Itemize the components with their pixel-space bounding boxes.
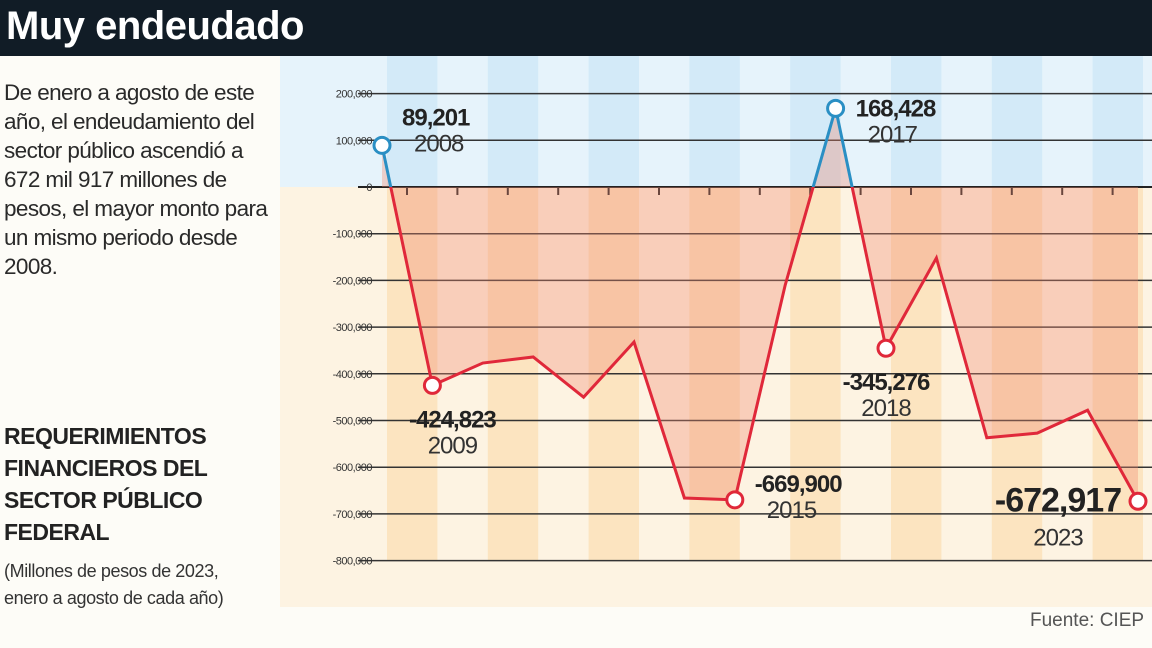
data-label-value: -669,900 xyxy=(755,471,842,498)
y-tick-label: -700,000 xyxy=(333,509,373,521)
background-band xyxy=(991,56,1043,187)
data-point-marker xyxy=(372,135,392,155)
data-label-year: 2018 xyxy=(861,395,911,422)
description: De enero a agosto de este año, el endeud… xyxy=(4,80,268,279)
data-point-marker xyxy=(876,338,896,358)
background-band xyxy=(487,56,539,187)
data-point-marker xyxy=(725,490,745,510)
data-point-marker xyxy=(1128,491,1148,511)
data-label-value: 89,201 xyxy=(402,104,470,131)
header-bar: Muy endeudado xyxy=(0,0,1152,56)
y-tick-label: -500,000 xyxy=(333,416,373,428)
data-label-value: 168,428 xyxy=(856,95,936,122)
y-tick-label: -200,000 xyxy=(333,275,373,287)
data-label-value: -424,823 xyxy=(409,406,496,433)
y-tick-label: 200,000 xyxy=(336,89,373,101)
y-tick-label: -600,000 xyxy=(333,462,373,474)
y-tick-label: -300,000 xyxy=(333,322,373,334)
data-label-year: 2015 xyxy=(767,497,817,524)
background-band xyxy=(1092,56,1143,187)
series-line-negative xyxy=(389,187,1140,502)
background-band xyxy=(387,56,438,187)
units-note: (Millones de pesos de 2023, enero a agos… xyxy=(4,561,224,608)
data-point-marker xyxy=(422,375,442,395)
source-note: Fuente: CIEP xyxy=(1030,610,1145,631)
y-tick-label: 0 xyxy=(366,182,372,194)
data-label-value: -345,276 xyxy=(843,369,930,396)
background-band xyxy=(891,56,942,187)
y-tick-label: -400,000 xyxy=(333,369,373,381)
area-fill xyxy=(382,108,1138,502)
data-label-year: 2017 xyxy=(868,121,918,148)
data-point-marker xyxy=(826,98,846,118)
data-label-year: 2023 xyxy=(1033,524,1083,551)
chart-subtitle: REQUERIMIENTOS FINANCIEROS DEL SECTOR PÚ… xyxy=(4,423,207,545)
y-tick-label: -100,000 xyxy=(333,229,373,241)
background-band xyxy=(689,56,740,187)
data-label-year: 2009 xyxy=(428,432,478,459)
page-title: Muy endeudado xyxy=(6,4,304,48)
y-tick-label: -800,000 xyxy=(333,556,373,568)
data-label-value: -672,917 xyxy=(995,481,1121,519)
y-tick-label: 100,000 xyxy=(336,135,373,147)
background-band xyxy=(588,56,639,187)
data-label-year: 2008 xyxy=(414,130,464,157)
